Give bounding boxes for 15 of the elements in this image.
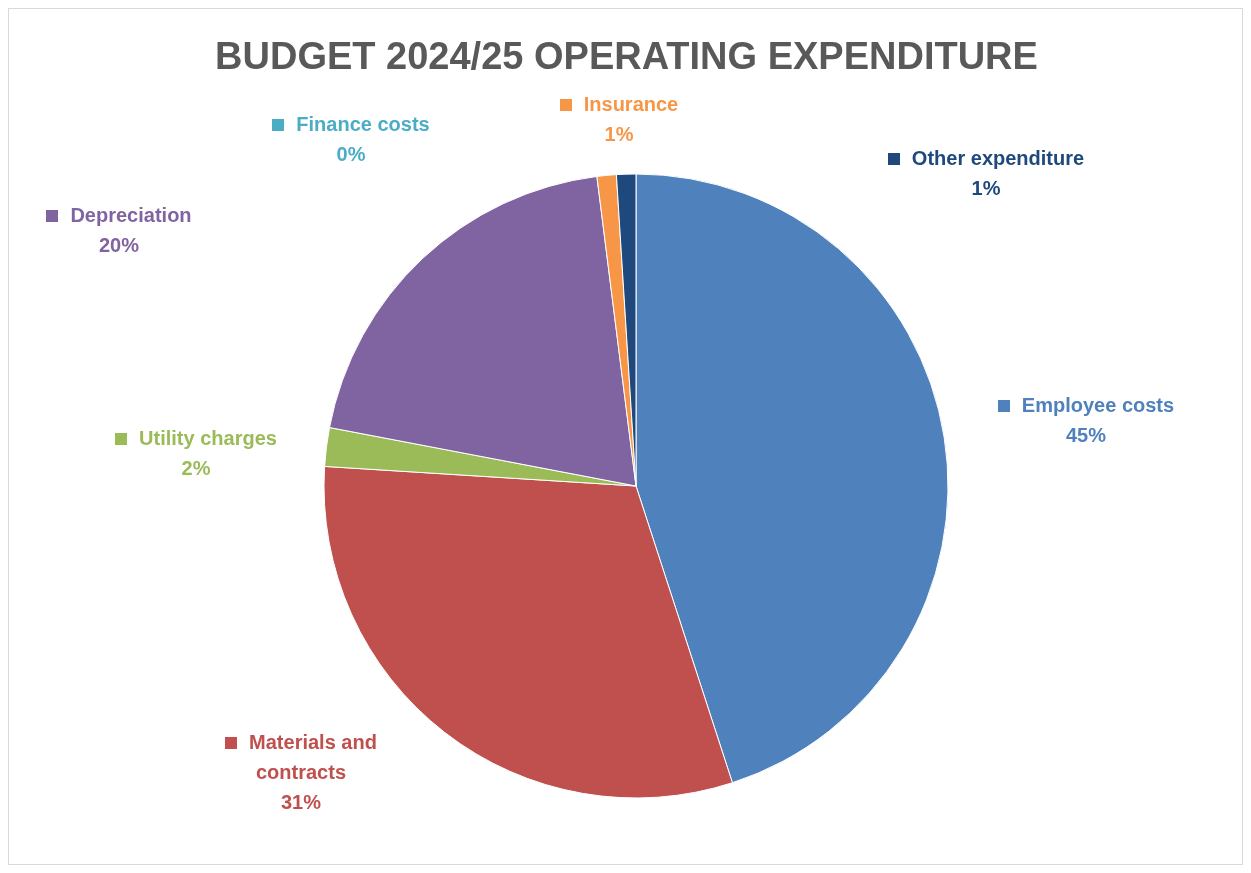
legend-label: Other expenditure <box>911 147 1085 169</box>
data-label: 1% <box>603 122 635 147</box>
legend-label: Depreciation <box>70 204 192 226</box>
legend-label: Insurance <box>583 93 679 115</box>
text: 0% <box>336 143 366 165</box>
data-label: 31% <box>280 790 322 815</box>
legend-label: Finance costs <box>296 113 430 135</box>
legend-label: Utility charges <box>139 427 277 449</box>
chart-title: BUDGET 2024/25 OPERATING EXPENDITURE <box>214 35 1039 78</box>
data-label: 1% <box>970 176 1002 201</box>
data-label: 45% <box>1065 423 1107 448</box>
data-label: 2% <box>180 456 212 481</box>
legend-label: Employee costs <box>1021 394 1175 416</box>
legend-label: Materials and contracts <box>249 731 377 783</box>
data-label: 20% <box>98 233 140 258</box>
